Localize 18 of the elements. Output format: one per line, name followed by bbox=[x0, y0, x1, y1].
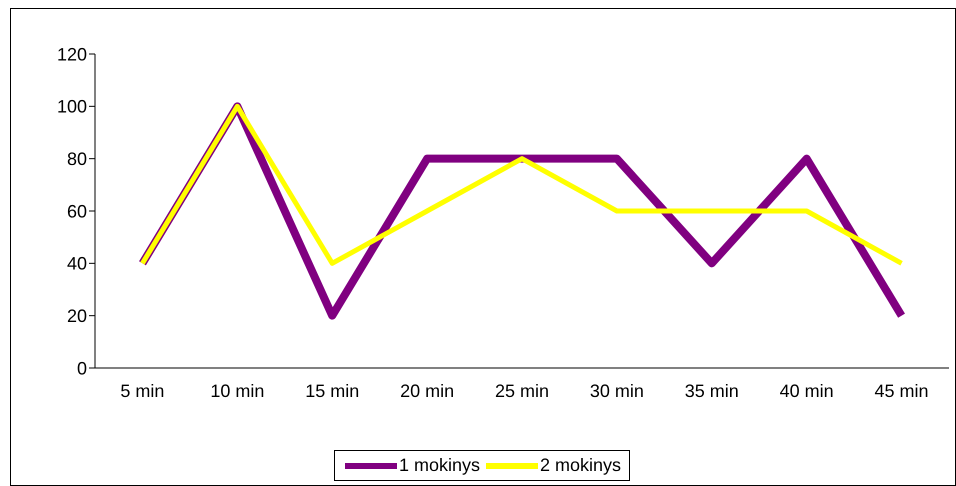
y-tick-label: 120 bbox=[56, 44, 87, 64]
x-tick-label: 10 min bbox=[210, 380, 264, 401]
x-tick-label: 30 min bbox=[590, 380, 644, 401]
legend-label: 1 mokinys bbox=[398, 455, 480, 476]
y-tick-label: 100 bbox=[56, 96, 87, 117]
x-tick-label: 35 min bbox=[684, 380, 739, 401]
x-tick-label: 15 min bbox=[305, 380, 360, 401]
y-tick-label: 20 bbox=[66, 306, 87, 326]
y-tick-label: 60 bbox=[66, 201, 87, 222]
y-tick-label: 80 bbox=[66, 149, 87, 170]
x-tick-label: 45 min bbox=[874, 380, 929, 401]
legend-label: 2 mokinys bbox=[540, 455, 622, 476]
x-tick-label: 40 min bbox=[780, 380, 834, 401]
x-tick-label: 20 min bbox=[400, 380, 454, 401]
x-tick-label: 5 min bbox=[120, 380, 164, 401]
y-tick-label: 40 bbox=[66, 254, 87, 274]
x-tick-label: 25 min bbox=[494, 380, 550, 401]
y-tick-label: 0 bbox=[76, 358, 87, 378]
